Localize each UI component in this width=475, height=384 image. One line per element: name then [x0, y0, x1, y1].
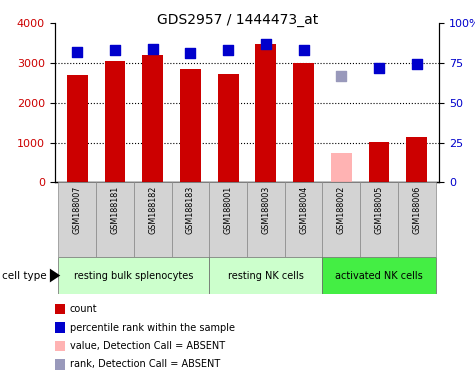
- Bar: [256, 44, 276, 182]
- Point: [74, 49, 81, 55]
- Bar: [180, 69, 201, 182]
- Bar: [369, 142, 390, 182]
- Bar: [323, 182, 360, 257]
- Text: activated NK cells: activated NK cells: [335, 270, 423, 281]
- Point: [300, 47, 307, 53]
- Bar: [67, 75, 87, 182]
- Point: [262, 41, 270, 47]
- Point: [187, 50, 194, 56]
- Bar: [142, 55, 163, 182]
- Text: GSM188182: GSM188182: [148, 185, 157, 234]
- Bar: [398, 182, 436, 257]
- Bar: [209, 257, 323, 294]
- Text: GSM188002: GSM188002: [337, 185, 346, 234]
- Bar: [218, 74, 238, 182]
- Text: GSM188005: GSM188005: [374, 185, 383, 234]
- Text: rank, Detection Call = ABSENT: rank, Detection Call = ABSENT: [70, 359, 220, 369]
- Bar: [58, 257, 209, 294]
- Point: [149, 45, 156, 51]
- Bar: [407, 137, 427, 182]
- Text: resting NK cells: resting NK cells: [228, 270, 304, 281]
- Bar: [58, 182, 96, 257]
- Text: resting bulk splenocytes: resting bulk splenocytes: [74, 270, 193, 281]
- Text: percentile rank within the sample: percentile rank within the sample: [70, 323, 235, 333]
- Bar: [323, 257, 436, 294]
- Bar: [247, 182, 285, 257]
- Text: GSM188181: GSM188181: [111, 185, 120, 233]
- Point: [224, 47, 232, 53]
- Text: GSM188001: GSM188001: [224, 185, 233, 233]
- Bar: [104, 61, 125, 182]
- Bar: [171, 182, 209, 257]
- Bar: [285, 182, 323, 257]
- Text: GSM188004: GSM188004: [299, 185, 308, 233]
- Bar: [331, 152, 352, 182]
- Point: [338, 73, 345, 79]
- Bar: [96, 182, 134, 257]
- Text: GSM188007: GSM188007: [73, 185, 82, 234]
- Text: cell type: cell type: [2, 270, 47, 281]
- Text: value, Detection Call = ABSENT: value, Detection Call = ABSENT: [70, 341, 225, 351]
- Text: GSM188003: GSM188003: [261, 185, 270, 233]
- Text: GSM188183: GSM188183: [186, 185, 195, 233]
- Bar: [209, 182, 247, 257]
- Bar: [134, 182, 171, 257]
- Bar: [293, 63, 314, 182]
- Text: count: count: [70, 304, 97, 314]
- Point: [413, 61, 420, 68]
- Point: [111, 47, 119, 53]
- Point: [375, 65, 383, 71]
- Bar: [360, 182, 398, 257]
- Text: GSM188006: GSM188006: [412, 185, 421, 233]
- Text: GDS2957 / 1444473_at: GDS2957 / 1444473_at: [157, 13, 318, 27]
